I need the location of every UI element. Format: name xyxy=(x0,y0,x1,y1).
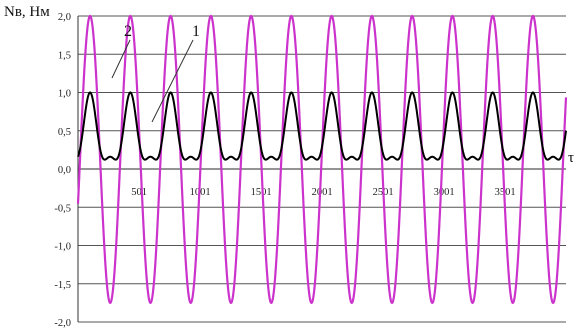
x-tick-label: 2001 xyxy=(312,187,333,198)
y-tick-label: 1,0 xyxy=(58,89,71,100)
y-tick-label: 1,5 xyxy=(58,50,71,61)
leader-line-1 xyxy=(152,40,193,122)
y-tick-label: -1,5 xyxy=(54,280,71,291)
x-tick-label: 3001 xyxy=(434,187,455,198)
y-tick-labels: 2,0 1,5 1,0 0,5 0,0 -0,5 -1,0 -1,5 -2,0 xyxy=(54,12,71,329)
y-tick-label: 0,0 xyxy=(58,165,71,176)
series-2-line xyxy=(78,16,566,303)
y-tick-label: 2,0 xyxy=(58,12,71,23)
curve-label-2: 2 xyxy=(124,23,132,40)
leader-line-2 xyxy=(112,40,130,78)
x-tick-label: 501 xyxy=(131,187,147,198)
y-tick-label: 0,5 xyxy=(58,127,71,138)
y-tick-label: -2,0 xyxy=(54,318,71,329)
y-axis-label: Nв, Нм xyxy=(4,4,50,20)
x-tick-labels: 501 1001 1501 2001 2501 3001 3501 xyxy=(131,187,515,198)
series-lines xyxy=(78,16,566,303)
x-axis-label: τ xyxy=(568,150,574,166)
y-tick-label: -1,0 xyxy=(54,242,71,253)
y-tick-label: -0,5 xyxy=(54,203,71,214)
x-tick-label: 1501 xyxy=(251,187,272,198)
curve-label-1: 1 xyxy=(192,23,200,40)
